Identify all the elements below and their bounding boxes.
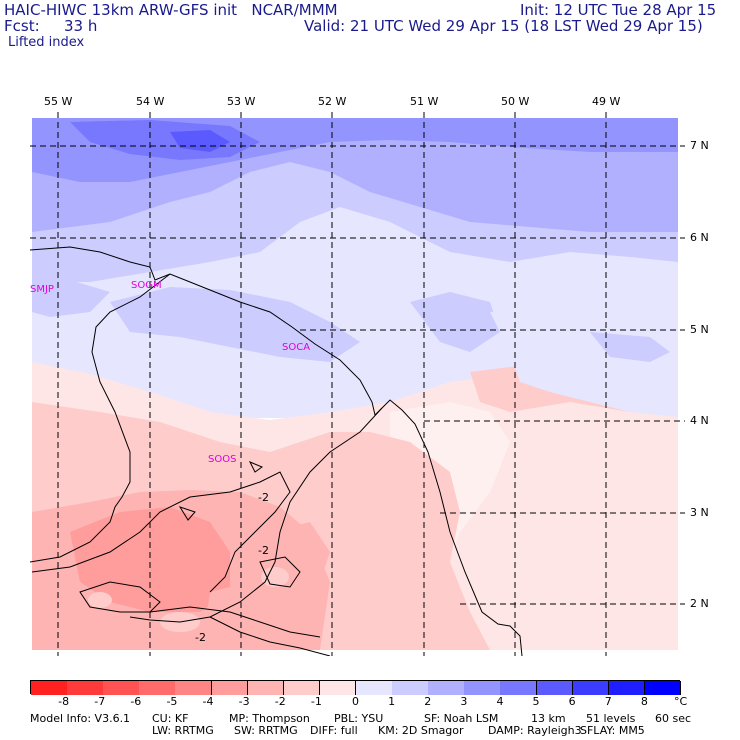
colorbar-tick-label: 4 [496, 695, 504, 708]
colorbar-swatch [319, 681, 357, 695]
colorbar-swatch [31, 681, 68, 695]
lon-label-51w: 51 W [410, 95, 439, 108]
cumulus-scheme: CU: KF [152, 712, 189, 725]
colorbar-swatch [67, 681, 104, 695]
colorbar-swatch [464, 681, 501, 695]
colorbar-swatch [247, 681, 285, 695]
colorbar-swatch [428, 681, 465, 695]
pbl-scheme: PBL: YSU [334, 712, 384, 725]
longwave-scheme: LW: RRTMG [152, 724, 214, 737]
damping-option: DAMP: Rayleigh3 [488, 724, 582, 737]
valid-time: Valid: 21 UTC Wed 29 Apr 15 (18 LST Wed … [304, 17, 703, 35]
microphysics-scheme: MP: Thompson [229, 712, 310, 725]
colorbar-tick-label: 0 [352, 695, 359, 708]
colorbar-tick-label: -8 [58, 695, 70, 708]
model-title: HAIC-HIWC 13km ARW-GFS init NCAR/MMM [4, 1, 338, 19]
colorbar-swatch [139, 681, 176, 695]
shaded-field [30, 112, 685, 656]
colorbar-tick-label: -5 [166, 695, 178, 708]
colorbar-tick-label: -2 [274, 695, 286, 708]
lon-label-53w: 53 W [227, 95, 256, 108]
lon-label-55w: 55 W [44, 95, 73, 108]
contour-label: -2 [258, 491, 269, 504]
colorbar-swatch [536, 681, 574, 695]
vertical-levels: 51 levels [586, 712, 636, 725]
colorbar-swatch [175, 681, 213, 695]
colorbar-tick-label: 1 [388, 695, 396, 708]
diffusion-option: DIFF: full [310, 724, 358, 737]
colorbar [30, 680, 682, 695]
model-info: Model Info: V3.6.1 [30, 712, 131, 725]
lon-label-50w: 50 W [501, 95, 530, 108]
colorbar-tick-label: -7 [94, 695, 106, 708]
forecast-label: Fcst: [4, 17, 40, 35]
lon-label-52w: 52 W [318, 95, 347, 108]
lifted-index-map [30, 112, 685, 656]
lat-label-3n: 3 N [690, 506, 709, 519]
lat-lon-grid [30, 112, 685, 656]
station-smjp: SMJP [30, 284, 54, 295]
lat-label-5n: 5 N [690, 323, 709, 336]
init-time: Init: 12 UTC Tue 28 Apr 15 [520, 1, 717, 19]
shortwave-scheme: SW: RRTMG [234, 724, 298, 737]
colorbar-tick-label: -1 [310, 695, 322, 708]
colorbar-tick-label: 5 [532, 695, 540, 708]
lon-label-54w: 54 W [136, 95, 165, 108]
colorbar-swatch [572, 681, 610, 695]
colorbar-tick-label: -4 [202, 695, 214, 708]
contour-lines [31, 461, 321, 638]
colorbar-swatch [644, 681, 682, 695]
contour-label: -2 [195, 631, 206, 644]
colorbar-tick-label: 2 [424, 695, 432, 708]
lon-label-49w: 49 W [592, 95, 621, 108]
lat-label-4n: 4 N [690, 414, 709, 427]
colorbar-tick-label: -6 [130, 695, 142, 708]
lat-label-2n: 2 N [690, 597, 709, 610]
km-option: KM: 2D Smagor [378, 724, 464, 737]
lat-label-6n: 6 N [690, 231, 709, 244]
station-soos: SOOS [208, 454, 237, 465]
surface-scheme: SF: Noah LSM [424, 712, 499, 725]
colorbar-tick-label: 6 [568, 695, 576, 708]
field-name: Lifted index [8, 35, 85, 50]
colorbar-tick-label: -3 [238, 695, 250, 708]
coastlines-borders [30, 246, 523, 656]
colorbar-tick-label: 3 [460, 695, 468, 708]
station-sogm: SOGM [131, 280, 162, 291]
resolution: 13 km [531, 712, 566, 725]
colorbar-swatch [392, 681, 429, 695]
colorbar-swatch [608, 681, 646, 695]
colorbar-swatch [356, 681, 393, 695]
surface-layer-scheme: SFLAY: MM5 [580, 724, 645, 737]
colorbar-swatch [103, 681, 140, 695]
colorbar-tick-label: 8 [640, 695, 648, 708]
colorbar-swatch [211, 681, 249, 695]
time-step: 60 sec [655, 712, 692, 725]
colorbar-swatch [500, 681, 538, 695]
colorbar-tick-label: 7 [604, 695, 612, 708]
station-soca: SOCA [282, 342, 311, 353]
contour-label: -2 [258, 544, 269, 557]
colorbar-unit: °C [674, 695, 688, 708]
colorbar-swatch [283, 681, 321, 695]
lat-label-7n: 7 N [690, 139, 709, 152]
forecast-hour: 33 h [64, 17, 98, 35]
